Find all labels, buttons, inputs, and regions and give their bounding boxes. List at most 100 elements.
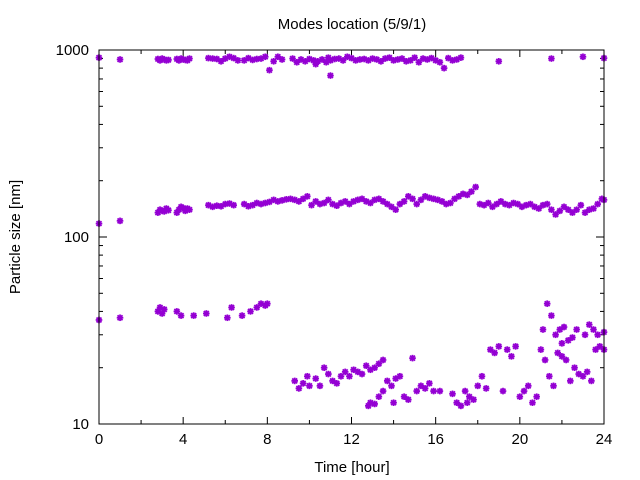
data-point: [449, 390, 456, 398]
data-point: [209, 203, 216, 211]
data-point: [543, 200, 551, 208]
data-point: [304, 193, 311, 200]
data-point: [352, 57, 360, 64]
data-point: [457, 402, 465, 410]
data-point: [409, 354, 416, 362]
data-point: [383, 200, 391, 208]
data-point: [548, 312, 555, 319]
data-point: [571, 364, 578, 372]
data-point: [588, 377, 595, 385]
data-point: [217, 58, 225, 65]
data-point: [594, 200, 601, 208]
data-point: [407, 57, 414, 64]
data-point: [325, 54, 332, 61]
data-point: [503, 346, 511, 353]
data-point: [375, 393, 383, 400]
data-point: [388, 203, 395, 211]
data-point: [333, 380, 341, 387]
data-point: [392, 206, 399, 213]
data-point: [510, 199, 517, 207]
data-point: [400, 198, 408, 205]
data-point: [299, 380, 307, 387]
axis-tick-labels: 0 4 8 12 16 20 24 10 100 1000: [56, 42, 613, 448]
data-point: [234, 57, 242, 64]
data-point: [274, 198, 282, 205]
data-point: [539, 326, 547, 333]
data-point: [529, 399, 536, 406]
data-point: [203, 310, 210, 317]
data-points: [95, 53, 608, 410]
data-point: [495, 343, 503, 350]
data-point: [482, 385, 490, 392]
x-tick-label: 0: [95, 431, 103, 448]
data-point: [489, 203, 496, 211]
data-point: [590, 205, 597, 212]
data-point: [472, 183, 479, 191]
data-point: [535, 205, 543, 212]
data-point: [339, 57, 347, 64]
data-point: [533, 393, 540, 400]
data-point: [325, 196, 332, 204]
data-point: [312, 60, 320, 68]
data-point: [512, 343, 519, 350]
data-point: [470, 396, 477, 403]
x-tick-label: 12: [343, 431, 360, 448]
data-point: [371, 196, 378, 204]
data-point: [367, 199, 374, 207]
data-point: [341, 198, 349, 205]
data-point: [495, 58, 503, 65]
data-point: [428, 54, 435, 62]
data-point: [390, 399, 397, 406]
data-point: [253, 304, 261, 311]
chart-title: Modes location (5/9/1): [278, 16, 426, 33]
data-point: [346, 372, 353, 380]
data-point: [247, 308, 254, 315]
data-point: [573, 326, 580, 333]
x-tick-label: 20: [511, 431, 528, 448]
data-point: [308, 201, 315, 209]
data-point: [579, 53, 587, 61]
data-point: [264, 300, 271, 307]
data-point: [537, 346, 545, 353]
data-point: [436, 58, 444, 66]
y-tick-label: 1000: [56, 42, 89, 59]
data-point: [548, 206, 555, 213]
data-point: [238, 312, 246, 319]
data-point: [306, 382, 313, 390]
data-point: [278, 56, 286, 63]
data-point: [484, 199, 492, 207]
data-point: [440, 64, 448, 72]
data-point: [457, 54, 465, 61]
data-point: [173, 308, 181, 315]
data-point: [421, 385, 429, 392]
data-point: [560, 323, 568, 331]
data-point: [461, 387, 469, 395]
data-point: [160, 306, 168, 313]
data-point: [573, 206, 580, 213]
data-point: [594, 331, 601, 339]
y-tick-label: 100: [64, 229, 89, 246]
data-point: [379, 356, 387, 364]
data-point: [585, 321, 593, 328]
data-point: [548, 55, 555, 62]
data-point: [400, 393, 408, 400]
data-point: [411, 54, 418, 61]
data-point: [388, 382, 395, 390]
data-point: [228, 304, 235, 311]
data-point: [362, 362, 370, 370]
data-point: [436, 387, 444, 395]
x-tick-label: 24: [596, 431, 613, 448]
data-point: [463, 399, 471, 406]
data-point: [577, 201, 585, 209]
y-tick-label: 10: [72, 416, 89, 433]
data-point: [430, 387, 437, 395]
x-tick-label: 8: [263, 431, 271, 448]
data-point: [295, 385, 303, 392]
data-point: [165, 206, 172, 214]
data-point: [186, 55, 193, 62]
data-point: [478, 372, 486, 380]
data-point: [295, 198, 303, 205]
data-point: [545, 372, 553, 380]
data-point: [520, 387, 528, 395]
